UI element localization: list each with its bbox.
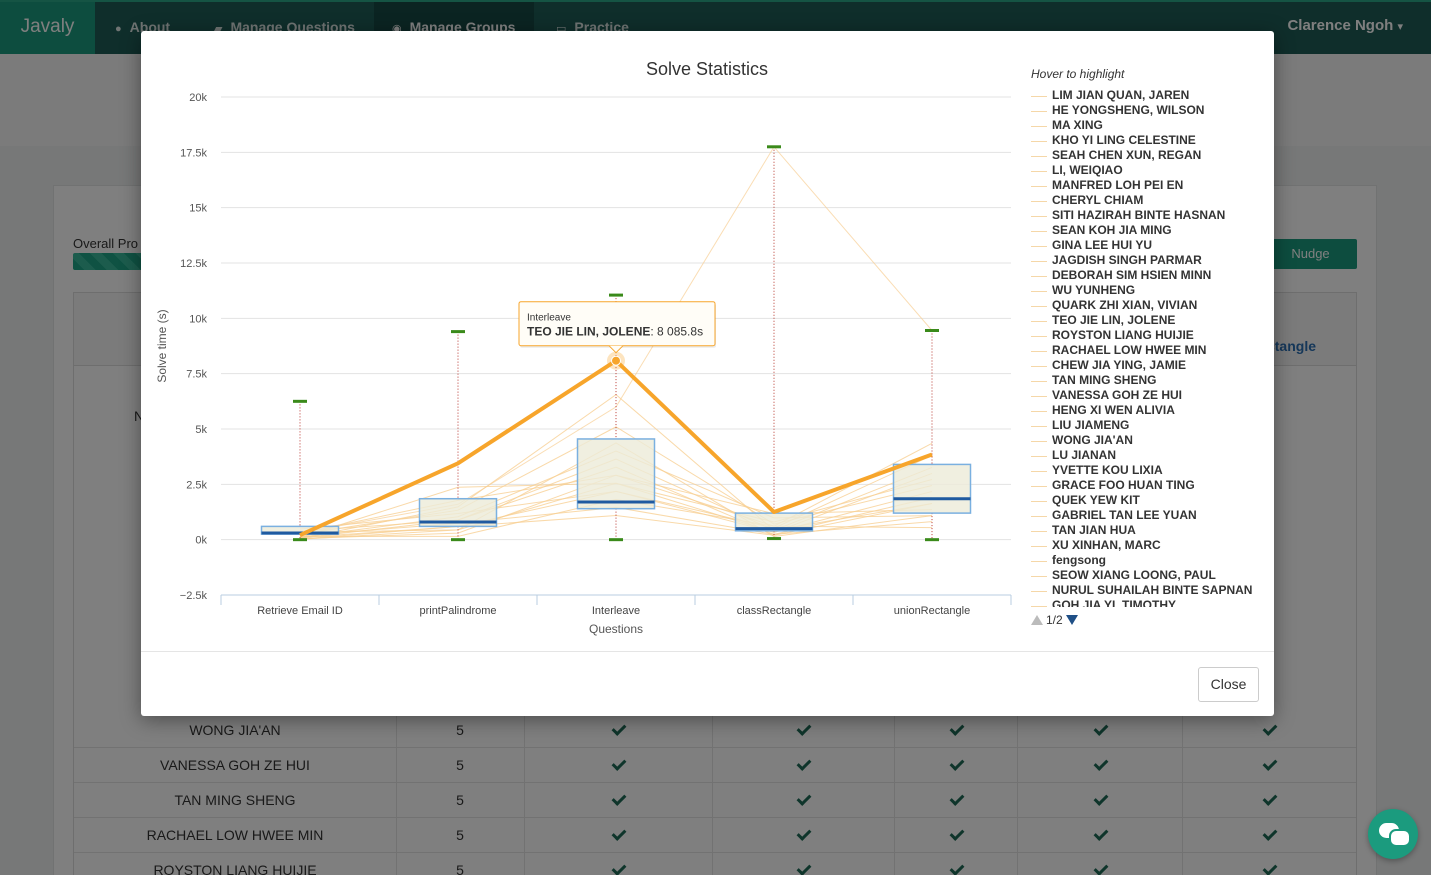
legend-item[interactable]: KHO YI LING CELESTINE bbox=[1031, 133, 1271, 148]
close-button[interactable]: Close bbox=[1198, 667, 1259, 702]
legend-item[interactable]: NURUL SUHAILAH BINTE SAPNAN bbox=[1031, 583, 1271, 598]
legend-item[interactable]: LI, WEIQIAO bbox=[1031, 163, 1271, 178]
legend-pager: 1/2 bbox=[1031, 613, 1078, 627]
legend-item[interactable]: XU XINHAN, MARC bbox=[1031, 538, 1271, 553]
legend-item[interactable]: SEAH CHEN XUN, REGAN bbox=[1031, 148, 1271, 163]
modal-footer: Close bbox=[141, 651, 1274, 716]
x-tick-label: Interleave bbox=[592, 605, 640, 617]
y-tick-label: 0k bbox=[195, 535, 207, 547]
legend-item[interactable]: QUARK ZHI XIAN, VIVIAN bbox=[1031, 298, 1271, 313]
legend-item[interactable]: CHEW JIA YING, JAMIE bbox=[1031, 358, 1271, 373]
y-tick-label: −2.5k bbox=[180, 590, 208, 602]
x-tick-label: classRectangle bbox=[737, 605, 812, 617]
chat-bubble-icon[interactable] bbox=[1368, 809, 1418, 859]
legend-item[interactable]: YVETTE KOU LIXIA bbox=[1031, 463, 1271, 478]
legend-item[interactable]: GINA LEE HUI YU bbox=[1031, 238, 1271, 253]
legend-item[interactable]: GOH JIA YI, TIMOTHY bbox=[1031, 598, 1271, 607]
legend-item[interactable]: HE YONGSHENG, WILSON bbox=[1031, 103, 1271, 118]
x-tick-label: Retrieve Email ID bbox=[257, 605, 343, 617]
y-tick-label: 5k bbox=[195, 424, 207, 436]
legend-item[interactable]: RACHAEL LOW HWEE MIN bbox=[1031, 343, 1271, 358]
hover-point bbox=[611, 355, 621, 366]
box bbox=[892, 463, 972, 514]
y-tick-label: 15k bbox=[189, 203, 207, 215]
tooltip-separator: : bbox=[650, 325, 657, 339]
legend-item[interactable]: MA XING bbox=[1031, 118, 1271, 133]
legend-item[interactable]: VANESSA GOH ZE HUI bbox=[1031, 388, 1271, 403]
y-tick-label: 20k bbox=[189, 92, 207, 104]
legend-item[interactable]: QUEK YEW KIT bbox=[1031, 493, 1271, 508]
y-tick-label: 10k bbox=[189, 313, 207, 325]
legend-item[interactable]: JAGDISH SINGH PARMAR bbox=[1031, 253, 1271, 268]
legend-list: LIM JIAN QUAN, JAREN HE YONGSHENG, WILSON… bbox=[1031, 88, 1271, 607]
tooltip-category: Interleave bbox=[527, 313, 571, 324]
series-line bbox=[299, 426, 933, 535]
legend-item[interactable]: TEO JIE LIN, JOLENE bbox=[1031, 313, 1271, 328]
x-tick-label: printPalindrome bbox=[419, 605, 496, 617]
y-tick-label: 17.5k bbox=[180, 147, 207, 159]
solve-statistics-modal: Solve Statistics −2.5k 0k 2.5k 5k 7.5k 10k 12.… bbox=[141, 31, 1274, 716]
legend-item[interactable]: ROYSTON LIANG HUIJIE bbox=[1031, 328, 1271, 343]
tooltip-value-text: 8 085.8s bbox=[657, 325, 703, 339]
y-axis-title: Solve time (s) bbox=[155, 309, 169, 382]
legend-item[interactable]: LIM JIAN QUAN, JAREN bbox=[1031, 88, 1271, 103]
legend-item[interactable]: LIU JIAMENG bbox=[1031, 418, 1271, 433]
legend-item[interactable]: LU JIANAN bbox=[1031, 448, 1271, 463]
solve-statistics-chart: Solve Statistics −2.5k 0k 2.5k 5k 7.5k 10k 12.… bbox=[155, 59, 1012, 636]
chart-title: Solve Statistics bbox=[646, 59, 768, 79]
x-axis-title: Questions bbox=[589, 622, 643, 636]
legend-item[interactable]: TAN MING SHENG bbox=[1031, 373, 1271, 388]
chart-legend: Hover to highlight LIM JIAN QUAN, JAREN H… bbox=[1031, 67, 1271, 647]
legend-page-label: 1/2 bbox=[1046, 613, 1063, 627]
tooltip-pointer bbox=[608, 345, 624, 354]
legend-next-icon[interactable] bbox=[1065, 615, 1078, 625]
legend-title: Hover to highlight bbox=[1031, 67, 1125, 81]
legend-prev-icon[interactable] bbox=[1031, 615, 1043, 625]
legend-item[interactable]: SITI HAZIRAH BINTE HASNAN bbox=[1031, 208, 1271, 223]
y-tick-label: 12.5k bbox=[180, 258, 207, 270]
legend-item[interactable]: SEAN KOH JIA MING bbox=[1031, 223, 1271, 238]
legend-item[interactable]: WU YUNHENG bbox=[1031, 283, 1271, 298]
legend-item[interactable]: SEOW XIANG LOONG, PAUL bbox=[1031, 568, 1271, 583]
legend-item[interactable]: MANFRED LOH PEI EN bbox=[1031, 178, 1271, 193]
legend-item[interactable]: WONG JIA'AN bbox=[1031, 433, 1271, 448]
legend-item[interactable]: GABRIEL TAN LEE YUAN bbox=[1031, 508, 1271, 523]
legend-item[interactable]: TAN JIAN HUA bbox=[1031, 523, 1271, 538]
y-tick-label: 2.5k bbox=[186, 479, 207, 491]
tooltip-series-name: TEO JIE LIN, JOLENE bbox=[527, 325, 650, 339]
box bbox=[576, 438, 656, 510]
tooltip-value: TEO JIE LIN, JOLENE: 8 085.8s bbox=[527, 325, 703, 339]
legend-item[interactable]: GRACE FOO HUAN TING bbox=[1031, 478, 1271, 493]
legend-item[interactable]: DEBORAH SIM HSIEN MINN bbox=[1031, 268, 1271, 283]
legend-item[interactable]: CHERYL CHIAM bbox=[1031, 193, 1271, 208]
x-tick-label: unionRectangle bbox=[894, 605, 970, 617]
y-tick-label: 7.5k bbox=[186, 369, 207, 381]
legend-item[interactable]: fengsong bbox=[1031, 553, 1271, 568]
legend-item[interactable]: HENG XI WEN ALIVIA bbox=[1031, 403, 1271, 418]
